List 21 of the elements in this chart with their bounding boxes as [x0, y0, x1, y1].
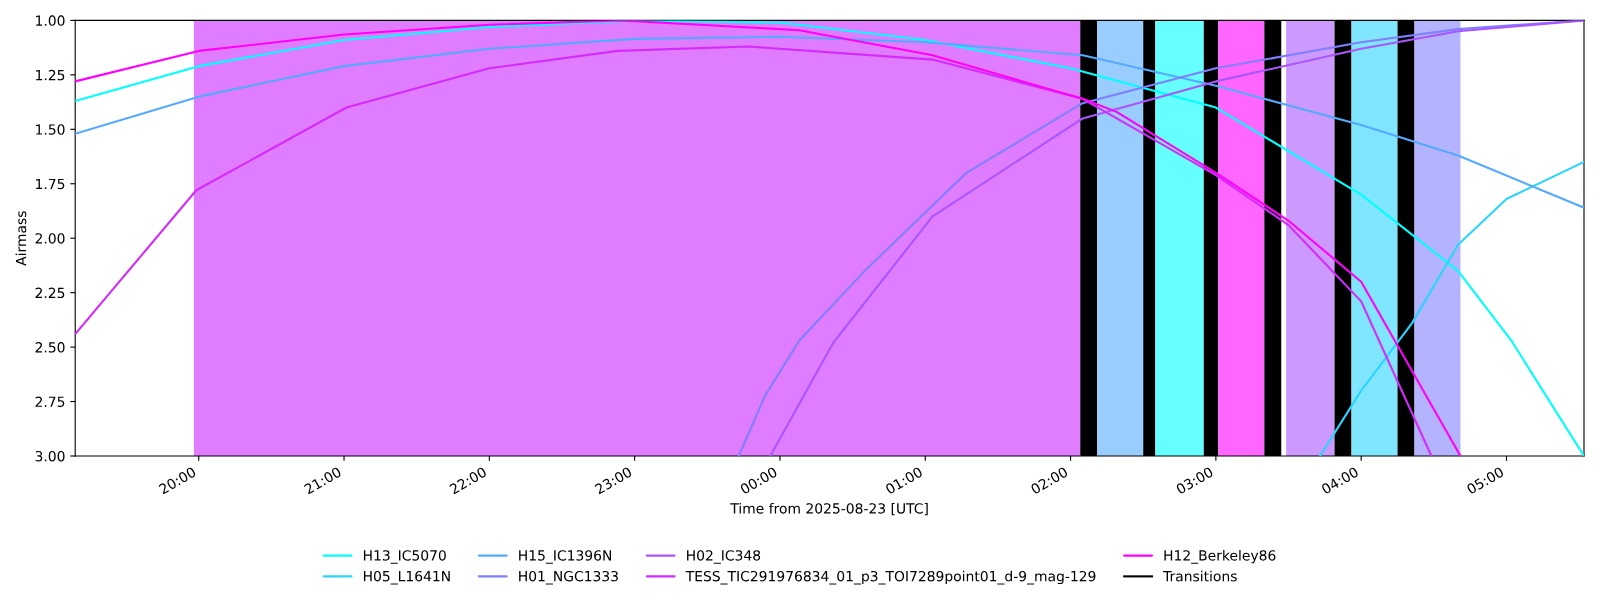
y-tick-label: 2.25 — [35, 287, 65, 299]
line-series — [75, 35, 1585, 209]
y-tick-label: 2.00 — [35, 233, 65, 244]
legend-label: H15_IC1396N — [519, 550, 612, 564]
y-tick-label: 2.75 — [35, 396, 65, 408]
legend-label: Transitions — [1163, 570, 1237, 582]
y-tick-label: 1.00 — [36, 15, 65, 26]
y-tick-label: 1.75 — [36, 178, 65, 190]
y-tick-label: 1.50 — [36, 124, 65, 135]
y-tick-label: 2.50 — [35, 342, 65, 353]
x-axis-title: Time from 2025-08-23 [UTC] — [730, 502, 928, 516]
legend-label: H05_L1641N — [363, 570, 450, 585]
legend-label: H02_IC348 — [687, 550, 761, 564]
y-axis-title: Airmass — [15, 211, 27, 266]
legend-label: H13_IC5070 — [363, 550, 446, 564]
legend-label: H12_Berkeley86 — [1164, 549, 1276, 564]
line-series — [1318, 160, 1585, 456]
y-tick-label: 3.00 — [35, 450, 65, 462]
legend-label: TESS_TIC291976834_01_p3_TOI7289point01_d-9_mag-129 — [685, 570, 1096, 585]
legend-label: H01_NGC1333 — [519, 570, 618, 585]
y-tick-label: 1.25 — [36, 69, 65, 81]
